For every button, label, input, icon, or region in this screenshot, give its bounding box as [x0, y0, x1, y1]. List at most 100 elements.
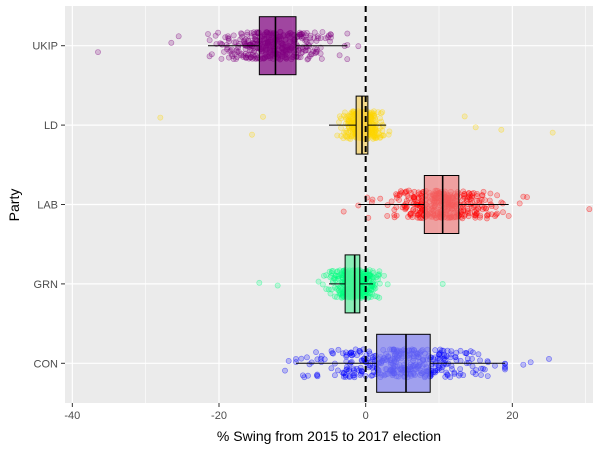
data-point: [403, 188, 410, 195]
data-point: [311, 29, 318, 36]
data-point: [297, 33, 303, 40]
outlier-point: [381, 272, 387, 279]
data-point: [411, 195, 418, 202]
data-point: [344, 56, 351, 63]
data-point: [440, 347, 447, 354]
data-point: [250, 49, 257, 56]
data-point: [436, 351, 443, 358]
data-point: [379, 109, 386, 116]
outlier-point: [175, 33, 182, 40]
data-point: [358, 370, 364, 377]
outlier-point: [95, 49, 101, 56]
data-point: [306, 361, 313, 368]
outlier-point: [282, 367, 288, 374]
data-point: [237, 36, 244, 43]
data-point: [243, 54, 250, 61]
data-point: [384, 213, 391, 219]
box-ld: [329, 95, 387, 155]
data-point: [374, 293, 381, 300]
y-tick-label-ukip: UKIP: [32, 41, 58, 53]
data-point: [242, 46, 249, 52]
outlier-point: [524, 194, 530, 201]
data-point: [444, 371, 451, 378]
data-point: [353, 365, 360, 372]
data-point: [355, 202, 362, 209]
data-point: [317, 50, 324, 57]
outlier-point: [274, 282, 281, 289]
data-point: [457, 347, 464, 354]
data-point: [343, 364, 350, 370]
data-point: [246, 55, 252, 62]
data-point: [298, 355, 305, 362]
y-tick-label-ld: LD: [44, 120, 58, 132]
y-tick-label-lab: LAB: [37, 200, 58, 212]
data-point: [457, 370, 464, 377]
data-point: [335, 346, 342, 353]
data-point: [474, 191, 480, 197]
data-point: [356, 348, 363, 355]
outlier-point: [168, 39, 175, 46]
data-point: [469, 355, 475, 362]
data-point: [502, 360, 508, 367]
data-point: [469, 363, 476, 370]
boxplots: [208, 16, 509, 393]
data-point: [434, 367, 441, 374]
data-point: [234, 54, 240, 60]
data-point: [345, 129, 352, 136]
data-point: [307, 32, 314, 39]
data-point: [460, 207, 467, 213]
data-point: [230, 56, 237, 62]
data-point: [206, 37, 213, 44]
data-point: [333, 285, 340, 292]
data-point: [377, 134, 383, 141]
data-point: [328, 365, 335, 372]
data-point: [349, 113, 356, 120]
data-point: [397, 191, 403, 197]
data-point: [313, 349, 319, 356]
data-point: [304, 56, 311, 63]
data-point: [208, 51, 215, 58]
data-point: [344, 134, 350, 141]
data-point: [369, 196, 376, 203]
data-point: [379, 128, 386, 134]
data-point: [415, 195, 422, 201]
data-point: [343, 352, 350, 359]
data-point: [344, 30, 351, 37]
data-point: [368, 284, 375, 291]
outlier-point: [355, 43, 362, 50]
data-point: [340, 350, 346, 357]
data-point: [221, 48, 227, 55]
data-point: [500, 209, 506, 216]
outlier-point: [260, 113, 266, 120]
data-point: [487, 190, 494, 197]
data-point: [323, 286, 330, 292]
data-point: [230, 32, 237, 39]
data-point: [342, 109, 348, 116]
data-point: [459, 215, 466, 222]
data-point: [319, 29, 326, 35]
data-point: [369, 279, 376, 286]
x-tick-label: 20: [506, 410, 518, 422]
data-point: [251, 31, 258, 37]
data-point: [435, 364, 442, 370]
outlier-point: [498, 126, 505, 133]
data-point: [315, 35, 321, 42]
data-point: [477, 357, 483, 364]
data-point: [479, 206, 486, 213]
data-point: [313, 372, 320, 379]
data-point: [305, 55, 312, 62]
outlier-point: [439, 281, 446, 287]
data-point: [308, 51, 315, 58]
outlier-point: [520, 361, 527, 368]
data-point: [350, 351, 357, 357]
data-point: [442, 356, 449, 363]
data-point: [304, 354, 310, 361]
outlier-point: [472, 124, 479, 131]
data-point: [328, 273, 335, 280]
data-point: [384, 202, 391, 209]
x-tick-label: 0: [363, 410, 369, 422]
data-point: [317, 44, 324, 51]
data-point: [366, 350, 373, 357]
outlier-point: [256, 279, 263, 286]
